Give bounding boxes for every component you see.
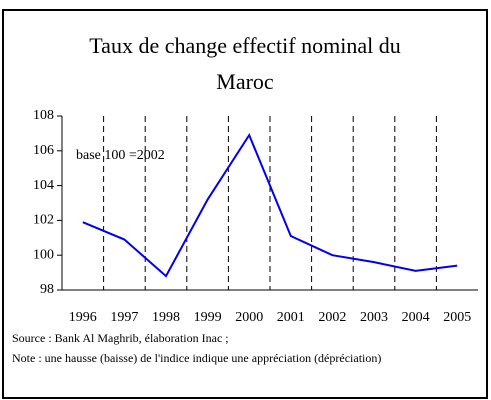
frame [2,9,488,399]
x-tick-label: 2000 [235,310,263,325]
chart-title: Maroc [216,69,274,94]
x-tick-label: 1997 [110,310,138,325]
x-tick-label: 2005 [443,310,471,325]
x-tick-label: 2002 [318,310,346,325]
x-tick-label: 1996 [69,310,97,325]
x-tick-label: 2004 [402,310,430,325]
note: Note : une hausse (baisse) de l'indice i… [12,351,382,365]
y-tick-label: 104 [33,178,54,193]
y-tick-label: 100 [33,247,54,262]
y-tick-label: 108 [33,108,54,123]
notes: Source : Bank Al Maghrib, élaboration In… [12,328,478,368]
source: Source : Bank Al Maghrib, élaboration In… [12,331,229,345]
y-tick-label: 102 [33,213,54,228]
x-tick-label: 2001 [277,310,305,325]
y-tick-label: 98 [40,282,54,297]
x-tick-label: 2003 [360,310,388,325]
line [82,132,458,278]
y-tick-label: 106 [33,143,54,158]
chart-title: Taux de change effectif nominal du [89,33,400,58]
x-tick-label: 1999 [194,310,222,325]
x-tick-label: 1998 [152,310,180,325]
annotation: base 100 =2002 [76,148,165,163]
